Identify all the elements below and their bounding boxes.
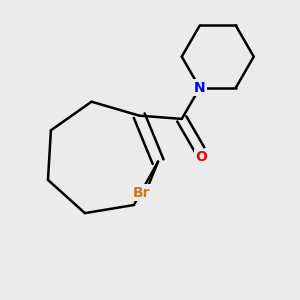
Text: N: N: [194, 81, 206, 95]
Text: O: O: [196, 150, 207, 164]
Text: Br: Br: [133, 185, 151, 200]
